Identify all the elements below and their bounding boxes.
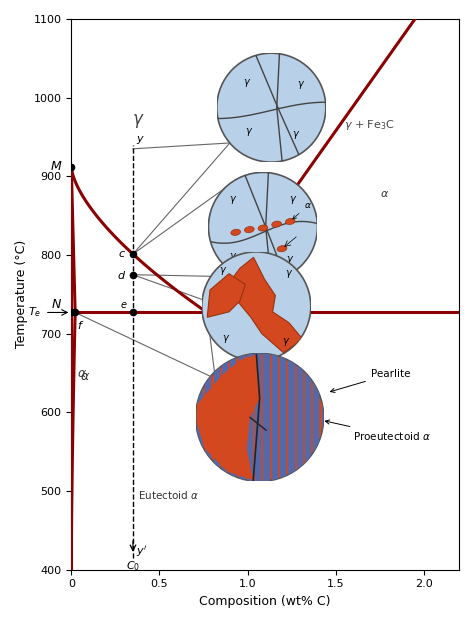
Polygon shape	[288, 341, 293, 494]
Polygon shape	[180, 341, 185, 494]
Circle shape	[217, 53, 326, 162]
Polygon shape	[247, 341, 252, 494]
Text: $\gamma$: $\gamma$	[285, 268, 293, 280]
Polygon shape	[297, 341, 302, 494]
Circle shape	[209, 173, 318, 282]
Polygon shape	[280, 341, 285, 494]
Text: Pearlite: Pearlite	[330, 369, 410, 392]
Ellipse shape	[272, 221, 282, 227]
Polygon shape	[247, 354, 322, 480]
Polygon shape	[330, 341, 335, 494]
Polygon shape	[205, 341, 210, 494]
Ellipse shape	[277, 245, 287, 252]
Polygon shape	[230, 341, 235, 494]
Ellipse shape	[285, 219, 295, 224]
Text: $\gamma$ + Fe$_3$C: $\gamma$ + Fe$_3$C	[345, 118, 395, 132]
Text: $\gamma$: $\gamma$	[286, 254, 294, 265]
Polygon shape	[346, 341, 352, 494]
Text: $C_0$: $C_0$	[126, 559, 140, 573]
Polygon shape	[313, 341, 319, 494]
Text: $\gamma$: $\gamma$	[219, 265, 228, 277]
Text: $\gamma$: $\gamma$	[243, 77, 251, 89]
Polygon shape	[338, 341, 344, 494]
Text: $O$: $O$	[210, 319, 221, 331]
Text: $\alpha$: $\alpha$	[77, 366, 87, 379]
Text: Fe$_3$C: Fe$_3$C	[203, 394, 253, 412]
Polygon shape	[164, 341, 169, 494]
Text: $\alpha$ + Fe$_3$C: $\alpha$ + Fe$_3$C	[219, 460, 276, 475]
Ellipse shape	[245, 227, 254, 233]
Polygon shape	[197, 341, 202, 494]
X-axis label: Composition (wt% C): Composition (wt% C)	[200, 595, 331, 608]
Text: $\alpha$: $\alpha$	[293, 201, 312, 219]
Text: $N$: $N$	[52, 298, 63, 311]
Text: $\gamma$: $\gamma$	[229, 251, 237, 263]
Text: $y$: $y$	[137, 135, 146, 146]
Text: $M$: $M$	[50, 160, 63, 173]
Text: $\gamma$: $\gamma$	[132, 112, 145, 130]
Text: $\gamma$: $\gamma$	[222, 333, 230, 345]
Polygon shape	[207, 273, 246, 317]
Polygon shape	[305, 341, 310, 494]
Text: $\gamma$: $\gamma$	[292, 129, 300, 141]
Text: $\gamma$: $\gamma$	[246, 126, 254, 138]
Text: $d$: $d$	[117, 269, 126, 281]
Text: $f$: $f$	[77, 319, 84, 331]
Polygon shape	[264, 341, 269, 494]
Text: $c$: $c$	[118, 249, 126, 259]
Text: Proeutectoid $\alpha$: Proeutectoid $\alpha$	[325, 420, 431, 442]
Text: $\alpha$: $\alpha$	[380, 189, 389, 199]
Polygon shape	[272, 341, 277, 494]
Text: $\gamma$: $\gamma$	[229, 194, 237, 206]
Polygon shape	[224, 257, 302, 353]
Text: $\gamma$: $\gamma$	[282, 336, 291, 348]
Text: Eutectoid $\alpha$: Eutectoid $\alpha$	[137, 489, 199, 501]
Text: $\gamma$: $\gamma$	[297, 78, 305, 91]
Polygon shape	[355, 341, 360, 494]
Polygon shape	[238, 341, 244, 494]
Text: $e$: $e$	[120, 300, 128, 310]
Polygon shape	[197, 354, 260, 480]
Polygon shape	[189, 341, 194, 494]
Polygon shape	[322, 341, 327, 494]
Polygon shape	[222, 341, 227, 494]
Text: $\alpha$: $\alpha$	[81, 371, 91, 384]
Y-axis label: Temperature (°C): Temperature (°C)	[15, 240, 28, 348]
Polygon shape	[255, 341, 260, 494]
Text: $y'$: $y'$	[137, 544, 148, 559]
Ellipse shape	[258, 225, 268, 231]
Polygon shape	[172, 341, 177, 494]
Polygon shape	[214, 341, 219, 494]
Circle shape	[202, 252, 311, 361]
Text: $\gamma$: $\gamma$	[289, 194, 297, 206]
Circle shape	[196, 353, 324, 482]
Ellipse shape	[231, 229, 241, 235]
Text: $T_e$: $T_e$	[28, 305, 41, 320]
